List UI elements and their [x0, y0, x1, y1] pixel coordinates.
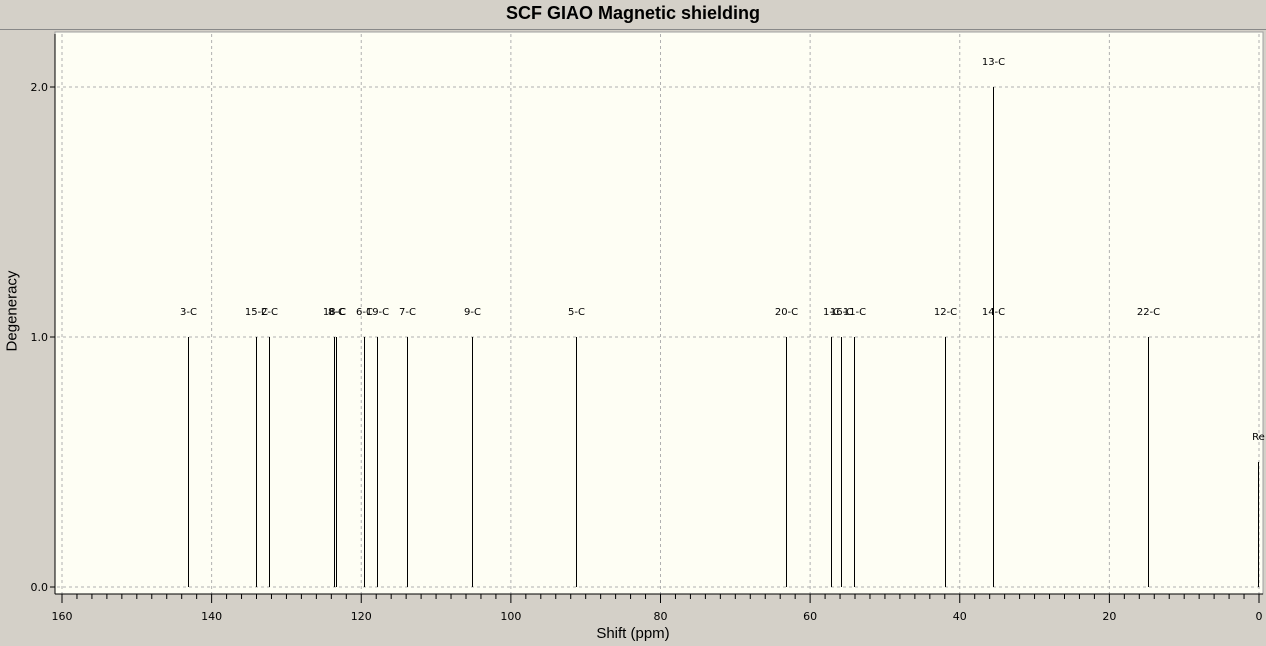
- title-divider: [0, 29, 1266, 30]
- x-tick-label: 120: [351, 610, 372, 623]
- x-tick-label: 140: [201, 610, 222, 623]
- x-tick-label: 0: [1256, 610, 1263, 623]
- peak-label: 19-C: [366, 307, 389, 318]
- peak-label: 22-C: [1137, 307, 1160, 318]
- peak-label: 8-C: [328, 307, 345, 318]
- peak-label: 3-C: [180, 307, 197, 318]
- peak-label: 6-C: [356, 307, 373, 318]
- y-tick-label: 0.0: [31, 581, 49, 594]
- plot-area: [54, 31, 1264, 595]
- x-tick-label: 60: [803, 610, 817, 623]
- peak-label: 11-C: [843, 307, 866, 318]
- peak-label: 14-C: [982, 307, 1005, 318]
- x-tick-label: 80: [654, 610, 668, 623]
- peak-label: 9-C: [464, 307, 481, 318]
- peak-label: 13-C: [982, 57, 1005, 68]
- peak-label: 7-C: [399, 307, 416, 318]
- peak-label: 16-C: [830, 307, 853, 318]
- peak-label: 15-C: [245, 307, 268, 318]
- peak-label: 20-C: [775, 307, 798, 318]
- peak-label: 2-C: [261, 307, 278, 318]
- y-tick-label: 1.0: [31, 331, 49, 344]
- peak-label: 1-C: [823, 307, 840, 318]
- x-axis-label: Shift (ppm): [596, 625, 670, 642]
- peak-label: 5-C: [568, 307, 585, 318]
- x-tick-label: 40: [953, 610, 967, 623]
- peak-label: 12-C: [934, 307, 957, 318]
- y-tick-label: 2.0: [31, 81, 49, 94]
- x-tick-label: 100: [500, 610, 521, 623]
- x-tick-label: 160: [52, 610, 73, 623]
- x-tick-label: 20: [1102, 610, 1116, 623]
- peak-label: Re: [1252, 432, 1265, 443]
- chart-title: SCF GIAO Magnetic shielding: [505, 3, 761, 23]
- peak-label: 18-C: [323, 307, 346, 318]
